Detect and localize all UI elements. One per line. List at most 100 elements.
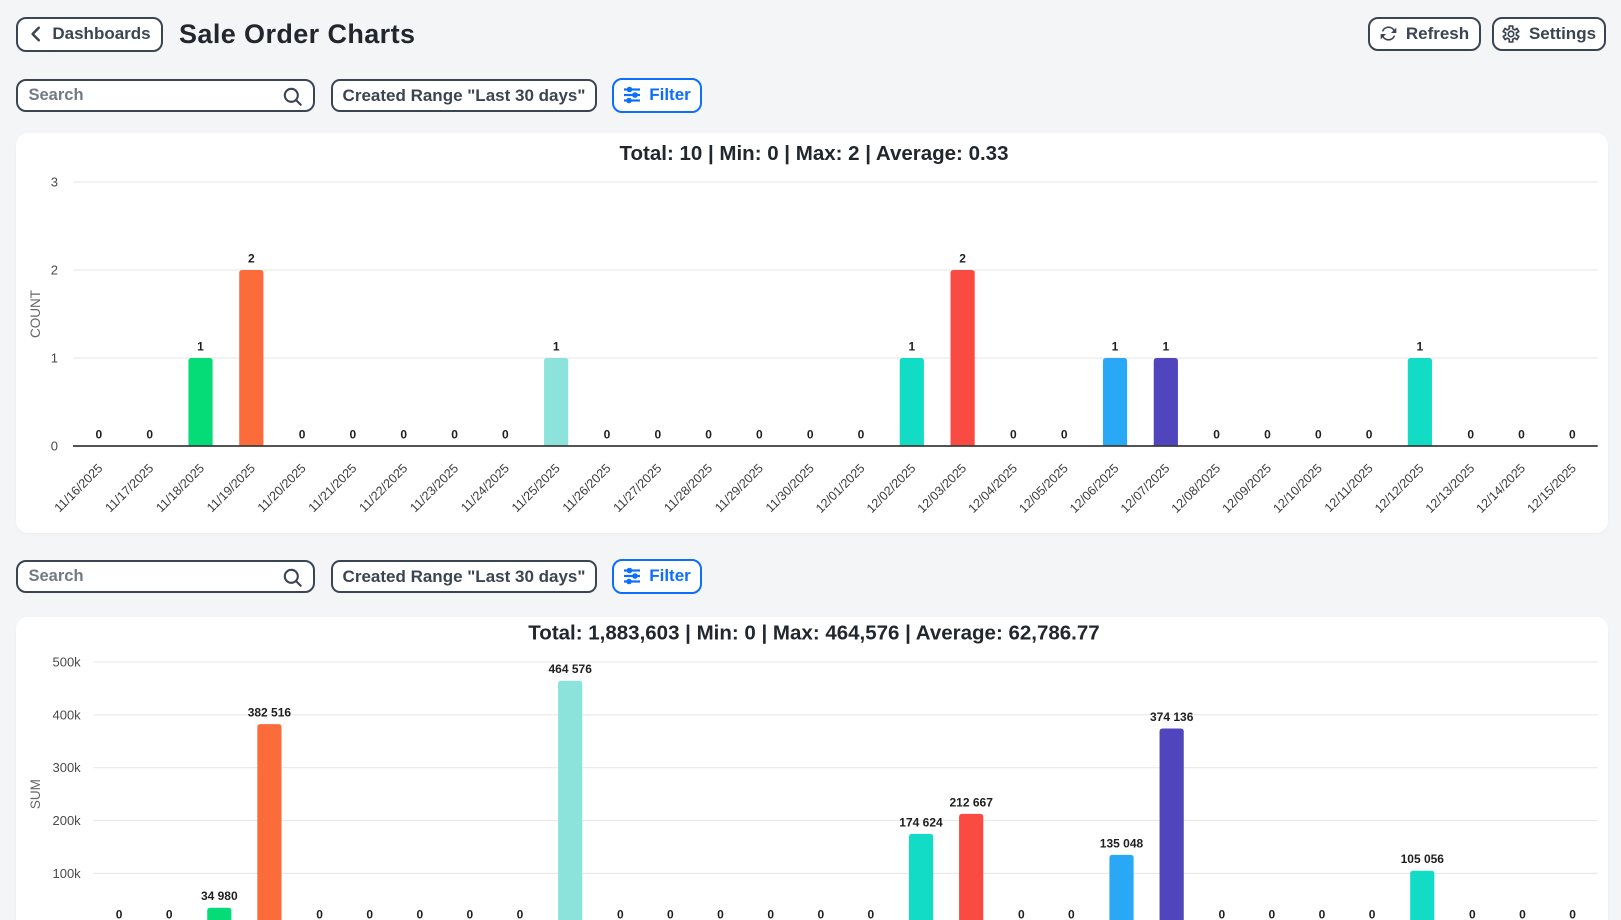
svg-text:12/02/2025: 12/02/2025: [864, 461, 918, 515]
svg-text:11/21/2025: 11/21/2025: [306, 461, 360, 515]
svg-text:11/17/2025: 11/17/2025: [103, 461, 157, 515]
svg-text:464 576: 464 576: [549, 662, 593, 676]
svg-text:0: 0: [166, 908, 173, 920]
svg-text:382 516: 382 516: [248, 706, 292, 720]
svg-text:0: 0: [1569, 428, 1576, 442]
svg-text:0: 0: [1010, 428, 1017, 442]
svg-text:12/10/2025: 12/10/2025: [1270, 461, 1324, 515]
svg-text:3: 3: [51, 175, 58, 190]
svg-text:0: 0: [756, 428, 763, 442]
svg-text:0: 0: [1366, 428, 1373, 442]
svg-text:0: 0: [1469, 908, 1476, 920]
svg-text:0: 0: [1518, 428, 1525, 442]
svg-text:12/14/2025: 12/14/2025: [1474, 461, 1528, 515]
svg-text:0: 0: [617, 908, 624, 920]
svg-text:0: 0: [517, 908, 524, 920]
svg-text:500k: 500k: [52, 655, 81, 670]
svg-text:0: 0: [817, 908, 824, 920]
svg-text:2: 2: [248, 252, 255, 266]
svg-text:12/06/2025: 12/06/2025: [1067, 461, 1121, 515]
svg-text:1: 1: [197, 340, 204, 354]
svg-text:12/09/2025: 12/09/2025: [1220, 461, 1274, 515]
svg-text:300k: 300k: [52, 760, 81, 775]
svg-text:1: 1: [51, 351, 58, 366]
svg-text:12/07/2025: 12/07/2025: [1118, 461, 1172, 515]
svg-text:0: 0: [73, 919, 80, 920]
svg-text:0: 0: [1269, 908, 1276, 920]
svg-text:0: 0: [51, 439, 58, 454]
svg-text:135 048: 135 048: [1100, 836, 1144, 850]
svg-text:200k: 200k: [52, 813, 81, 828]
svg-text:2: 2: [959, 252, 966, 266]
svg-text:0: 0: [1319, 908, 1326, 920]
svg-text:12/04/2025: 12/04/2025: [966, 461, 1020, 515]
svg-text:Total: 1,883,603 | Min: 0 | Ma: Total: 1,883,603 | Min: 0 | Max: 464,576…: [528, 622, 1099, 645]
svg-text:1: 1: [1162, 340, 1169, 354]
svg-text:0: 0: [868, 908, 875, 920]
svg-text:0: 0: [604, 428, 611, 442]
svg-text:0: 0: [1315, 428, 1322, 442]
svg-text:0: 0: [350, 428, 357, 442]
svg-text:12/13/2025: 12/13/2025: [1423, 461, 1477, 515]
svg-text:12/15/2025: 12/15/2025: [1524, 461, 1578, 515]
svg-text:0: 0: [116, 908, 123, 920]
svg-text:12/01/2025: 12/01/2025: [813, 461, 867, 515]
svg-text:0: 0: [1519, 908, 1526, 920]
svg-text:0: 0: [1018, 908, 1025, 920]
svg-text:0: 0: [767, 908, 774, 920]
svg-text:0: 0: [1264, 428, 1271, 442]
svg-text:12/08/2025: 12/08/2025: [1169, 461, 1223, 515]
svg-text:11/30/2025: 11/30/2025: [763, 461, 817, 515]
svg-text:0: 0: [1068, 908, 1075, 920]
svg-text:0: 0: [416, 908, 423, 920]
svg-text:11/29/2025: 11/29/2025: [712, 461, 766, 515]
svg-text:11/16/2025: 11/16/2025: [52, 461, 106, 515]
svg-text:0: 0: [366, 908, 373, 920]
svg-text:11/18/2025: 11/18/2025: [153, 461, 207, 515]
svg-text:0: 0: [299, 428, 306, 442]
svg-text:374 136: 374 136: [1150, 710, 1194, 724]
svg-text:0: 0: [96, 428, 103, 442]
svg-text:0: 0: [502, 428, 509, 442]
svg-text:0: 0: [467, 908, 474, 920]
svg-text:174 624: 174 624: [899, 815, 943, 829]
svg-text:0: 0: [654, 428, 661, 442]
svg-text:11/19/2025: 11/19/2025: [204, 461, 258, 515]
svg-text:0: 0: [858, 428, 865, 442]
svg-text:SUM: SUM: [28, 779, 43, 809]
svg-text:212 667: 212 667: [950, 795, 994, 809]
svg-text:12/12/2025: 12/12/2025: [1372, 461, 1426, 515]
svg-text:0: 0: [1569, 908, 1576, 920]
svg-text:Total: 10 | Min: 0 | Max: 2 |: Total: 10 | Min: 0 | Max: 2 | Average: 0…: [620, 142, 1009, 165]
svg-text:100k: 100k: [52, 866, 81, 881]
svg-text:11/28/2025: 11/28/2025: [661, 461, 715, 515]
svg-text:0: 0: [1061, 428, 1068, 442]
svg-text:105 056: 105 056: [1401, 852, 1445, 866]
svg-text:11/23/2025: 11/23/2025: [407, 461, 461, 515]
svg-text:11/27/2025: 11/27/2025: [611, 461, 665, 515]
svg-text:COUNT: COUNT: [28, 290, 43, 338]
svg-text:0: 0: [1213, 428, 1220, 442]
svg-text:11/24/2025: 11/24/2025: [458, 461, 512, 515]
svg-text:11/22/2025: 11/22/2025: [357, 461, 411, 515]
svg-text:0: 0: [146, 428, 153, 442]
svg-text:12/05/2025: 12/05/2025: [1016, 461, 1070, 515]
svg-text:0: 0: [400, 428, 407, 442]
svg-text:1: 1: [908, 340, 915, 354]
svg-text:0: 0: [705, 428, 712, 442]
svg-text:0: 0: [1369, 908, 1376, 920]
svg-text:11/20/2025: 11/20/2025: [255, 461, 309, 515]
svg-text:0: 0: [316, 908, 323, 920]
svg-text:11/26/2025: 11/26/2025: [560, 461, 614, 515]
svg-text:0: 0: [807, 428, 814, 442]
svg-text:1: 1: [1417, 340, 1424, 354]
svg-text:1: 1: [553, 340, 560, 354]
svg-text:34 980: 34 980: [201, 889, 238, 903]
svg-text:11/25/2025: 11/25/2025: [509, 461, 563, 515]
svg-text:0: 0: [451, 428, 458, 442]
svg-text:1: 1: [1112, 340, 1119, 354]
svg-text:12/03/2025: 12/03/2025: [915, 461, 969, 515]
svg-text:0: 0: [1218, 908, 1225, 920]
svg-text:0: 0: [717, 908, 724, 920]
svg-text:400k: 400k: [52, 707, 81, 722]
